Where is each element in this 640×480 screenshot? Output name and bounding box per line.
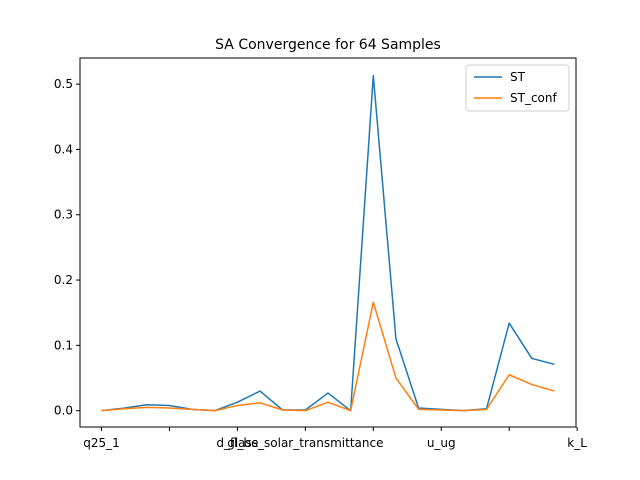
- x-tick-label: k_L: [567, 436, 587, 450]
- axes-frame: [79, 57, 577, 428]
- plot-area: [101, 74, 555, 412]
- legend-label: ST_conf: [510, 91, 557, 105]
- series-line-st: [101, 74, 555, 412]
- x-tick-label: d_fl_be: [216, 436, 258, 450]
- y-tick-label: 0.0: [54, 404, 73, 418]
- y-tick-label: 0.5: [54, 77, 73, 91]
- chart-title: SA Convergence for 64 Samples: [215, 37, 441, 53]
- x-tick-label: u_ug: [427, 436, 456, 450]
- x-tick-label: q25_1: [83, 436, 120, 450]
- y-tick-label: 0.3: [54, 208, 73, 222]
- y-tick-label: 0.4: [54, 142, 73, 156]
- y-axis: 0.0 0.1 0.2 0.3 0.4 0.5: [54, 77, 80, 418]
- x-tick-label: glass_solar_transmittance: [227, 436, 383, 450]
- series-line-st-conf: [101, 301, 555, 412]
- y-tick-label: 0.1: [54, 338, 73, 352]
- y-tick-label: 0.2: [54, 273, 73, 287]
- legend-label: ST: [510, 70, 526, 84]
- legend: ST ST_conf: [465, 64, 570, 112]
